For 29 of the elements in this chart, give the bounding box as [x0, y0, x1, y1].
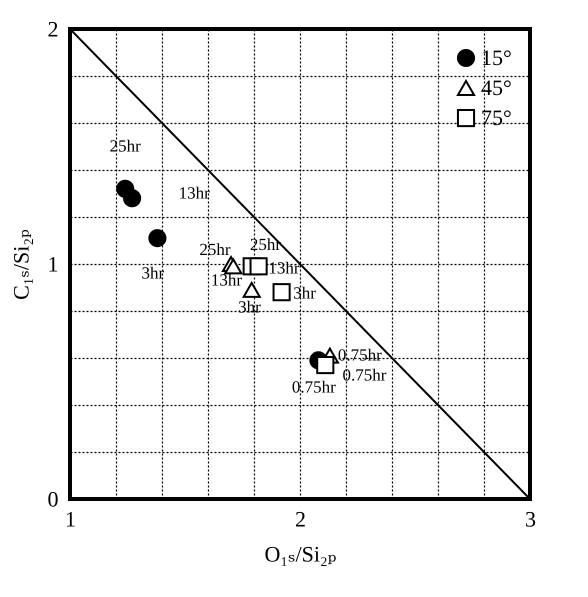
annotation: 25hr [250, 235, 282, 254]
annotation: 13hr [178, 184, 210, 202]
point [242, 282, 261, 298]
x-tick-label: 3 [525, 506, 536, 532]
point [123, 189, 142, 208]
legend-label: 45° [481, 75, 512, 100]
x-tick-label: 2 [295, 506, 306, 532]
annotation: 25hr [199, 240, 231, 259]
y-tick-label: 2 [48, 16, 58, 42]
y-axis-title: C₁ₛ/Si₂ₚ [8, 228, 34, 300]
annotation: 13hr [210, 270, 242, 290]
point [148, 229, 166, 248]
point [250, 257, 268, 276]
y-tick-label: 1 [48, 252, 58, 276]
point [272, 283, 291, 302]
annotation: 0.75hr [338, 346, 382, 365]
x-axis-title: O₁ₛ/Si₂ₚ [264, 542, 337, 566]
x-tick-label: 1 [65, 506, 76, 532]
point [316, 356, 334, 374]
annotation: 25hr [110, 136, 142, 156]
annotation: 0.75hr [342, 366, 387, 385]
y-tick-label: 0 [48, 486, 58, 512]
annotation: 3hr [141, 263, 164, 282]
annotation: 3hr [293, 283, 316, 302]
annotation: 13hr [268, 258, 300, 278]
legend-label: 75° [481, 105, 512, 130]
legend-label: 15° [481, 45, 512, 70]
annotation: 0.75hr [292, 377, 336, 396]
annotation: 3hr [238, 297, 262, 316]
